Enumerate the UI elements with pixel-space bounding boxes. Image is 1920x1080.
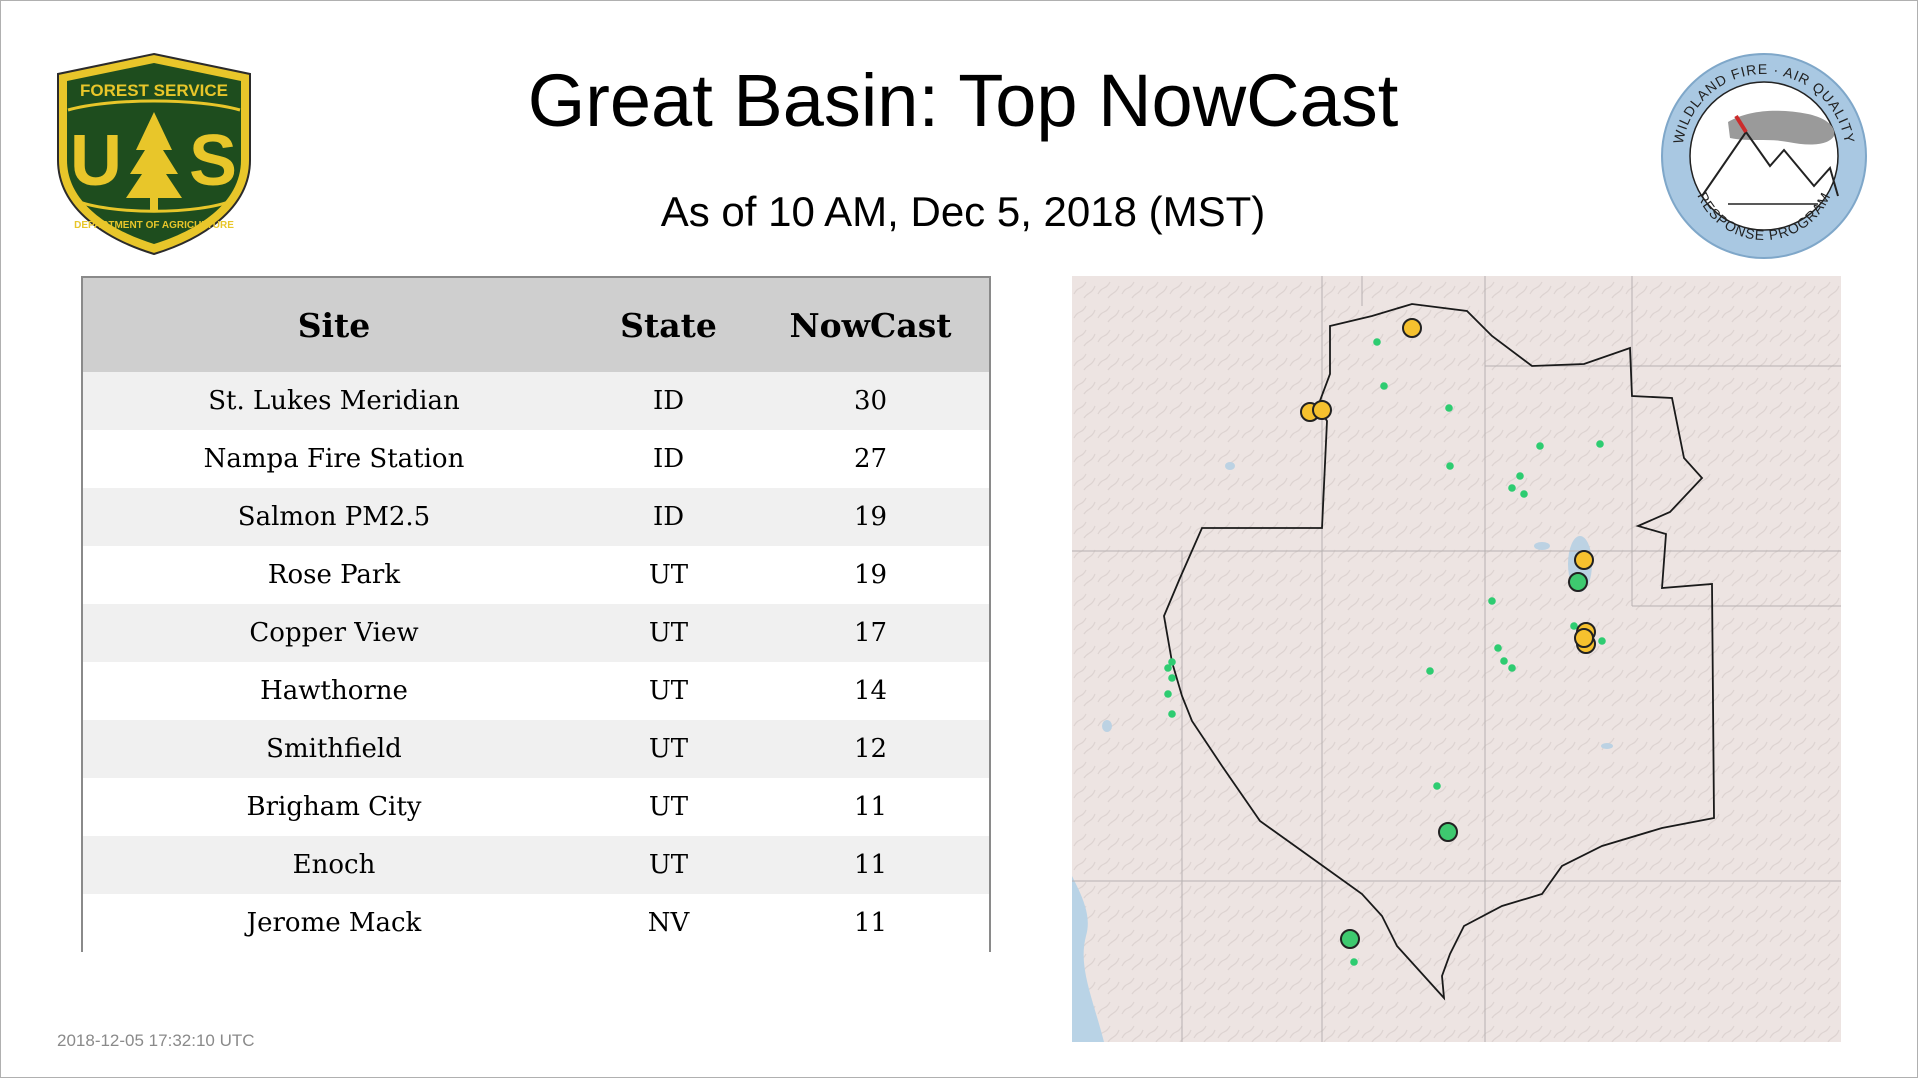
state-cell: UT <box>648 734 689 764</box>
site-cell: Rose Park <box>267 560 401 590</box>
column-header-state: State <box>620 305 717 345</box>
nowcast-cell: 19 <box>853 560 888 590</box>
site-cell: St. Lukes Meridian <box>208 386 460 416</box>
svg-text:S: S <box>189 121 237 201</box>
site-marker-jerome-mack[interactable] <box>1340 929 1360 949</box>
column-header-nowcast: NowCast <box>789 305 952 345</box>
svg-text:U: U <box>70 121 122 201</box>
state-cell: UT <box>648 850 689 880</box>
logo-left-bottom-text: DEPARTMENT OF AGRICULTURE <box>74 220 234 231</box>
ocean-area <box>1072 876 1104 1042</box>
site-cell: Copper View <box>249 618 419 648</box>
site-cell: Hawthorne <box>260 676 408 706</box>
nowcast-cell: 11 <box>853 792 888 822</box>
state-cell: ID <box>652 386 685 416</box>
site-cell: Brigham City <box>246 792 422 822</box>
nowcast-cell: 30 <box>853 386 888 416</box>
nowcast-cell: 17 <box>853 618 888 648</box>
forest-service-shield-icon: FOREST SERVICE U S DEPARTMENT OF AGRICUL… <box>57 52 251 256</box>
great-basin-map <box>1072 276 1841 1042</box>
small-sites <box>1164 338 1606 966</box>
wildland-fire-air-quality-icon: WILDLAND FIRE · AIR QUALITY RESPONSE PRO… <box>1661 53 1867 259</box>
map-terrain-background <box>1072 276 1841 1042</box>
state-cell: UT <box>648 560 689 590</box>
lake <box>1225 462 1235 470</box>
site-cell: Nampa Fire Station <box>203 444 465 474</box>
page-title: Great Basin: Top NowCast <box>527 59 1399 142</box>
site-marker-smithfield[interactable] <box>1574 550 1594 570</box>
state-cell: NV <box>647 908 690 938</box>
table-row: Salmon PM2.5 ID 19 <box>83 488 989 546</box>
site-marker-enoch[interactable] <box>1438 822 1458 842</box>
state-cell: UT <box>648 792 689 822</box>
column-header-site: Site <box>297 305 371 345</box>
nowcast-cell: 11 <box>853 908 888 938</box>
state-cell: UT <box>648 618 689 648</box>
table-row: Hawthorne UT 14 <box>83 662 989 720</box>
site-marker-brigham-city[interactable] <box>1568 572 1588 592</box>
table-row: Enoch UT 11 <box>83 836 989 894</box>
site-cell: Smithfield <box>266 734 402 764</box>
great-basin-boundary <box>1163 303 1715 1001</box>
state-cell: ID <box>652 444 685 474</box>
site-cell: Jerome Mack <box>246 908 422 938</box>
table-row: Nampa Fire Station ID 27 <box>83 430 989 488</box>
table-row: Brigham City UT 11 <box>83 778 989 836</box>
site-marker-hawthorne[interactable] <box>1574 628 1594 648</box>
table-row: Rose Park UT 19 <box>83 546 989 604</box>
nowcast-cell: 12 <box>853 734 888 764</box>
nowcast-cell: 19 <box>853 502 888 532</box>
lake <box>1102 720 1112 732</box>
page-subtitle: As of 10 AM, Dec 5, 2018 (MST) <box>660 188 1266 235</box>
state-borders <box>1072 276 1841 1042</box>
site-marker-st-lukes[interactable] <box>1312 400 1332 420</box>
table-header-row: Site State NowCast <box>83 278 989 372</box>
generated-timestamp: 2018-12-05 17:32:10 UTC <box>57 1031 255 1050</box>
lake <box>1534 542 1550 550</box>
site-marker-salmon[interactable] <box>1402 318 1422 338</box>
state-cell: UT <box>648 676 689 706</box>
nowcast-cell: 27 <box>853 444 888 474</box>
logo-left-top-text: FOREST SERVICE <box>80 81 228 100</box>
nowcast-cell: 11 <box>853 850 888 880</box>
nowcast-table: Site State NowCast St. Lukes Meridian ID 3… <box>81 276 991 952</box>
nowcast-cell: 14 <box>853 676 888 706</box>
table-row: Jerome Mack NV 11 <box>83 894 989 952</box>
state-cell: ID <box>652 502 685 532</box>
table-row: Smithfield UT 12 <box>83 720 989 778</box>
table-row: St. Lukes Meridian ID 30 <box>83 372 989 430</box>
lake <box>1601 743 1613 749</box>
site-cell: Enoch <box>292 850 376 880</box>
table-row: Copper View UT 17 <box>83 604 989 662</box>
site-cell: Salmon PM2.5 <box>237 502 431 532</box>
